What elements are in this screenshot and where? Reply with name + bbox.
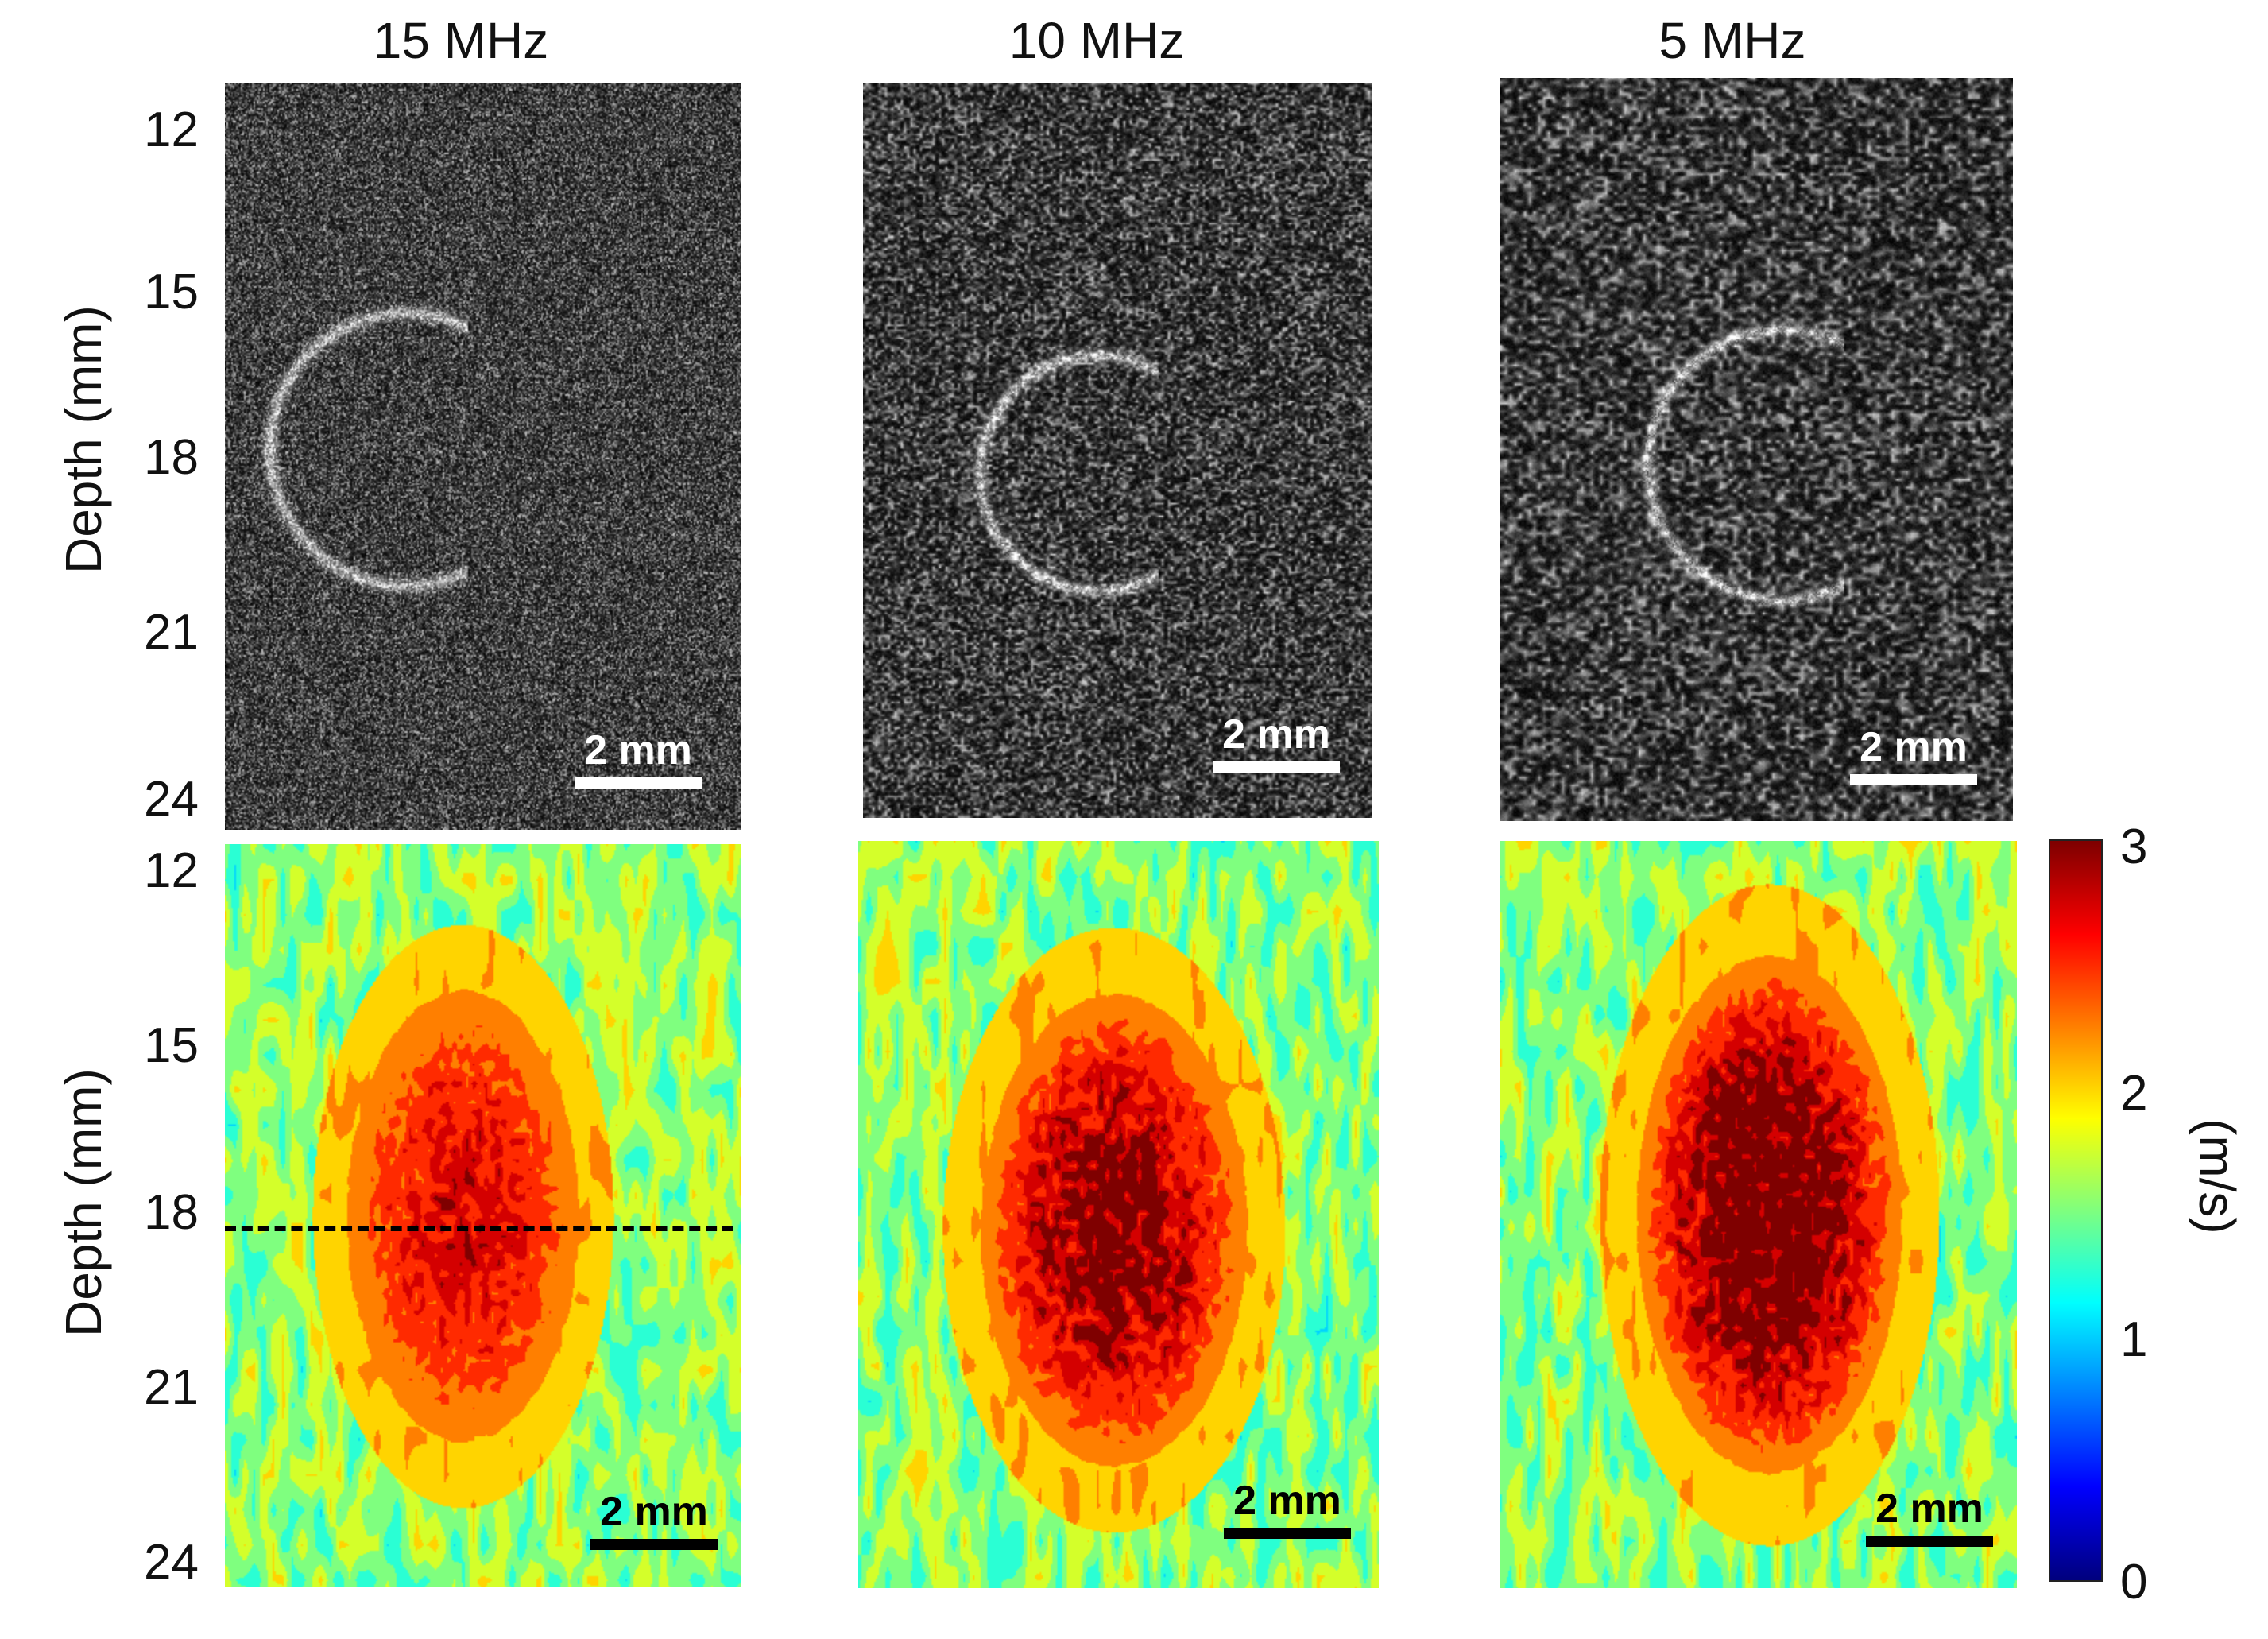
scale-bar-label: 2 mm [600, 1489, 708, 1535]
bmode-image-15mhz: 2 mm [225, 83, 741, 830]
scale-bar-line [590, 1539, 718, 1550]
column-title-10mhz: 10 MHz [1008, 12, 1185, 69]
bmode-canvas [1500, 78, 2013, 821]
scale-bar: 2 mm [1224, 1477, 1351, 1539]
y-tick: 24 [144, 772, 199, 827]
y-tick: 12 [144, 103, 199, 157]
scale-bar-label: 2 mm [584, 727, 692, 773]
speed-map-canvas [858, 841, 1379, 1588]
scale-bar-line [1213, 761, 1340, 773]
scale-bar: 2 mm [1850, 723, 1977, 785]
colorbar-tick: 3 [2120, 820, 2148, 874]
colorbar-tick: 0 [2120, 1555, 2148, 1610]
scale-bar-label: 2 mm [1875, 1486, 1984, 1532]
scale-bar-label: 2 mm [1860, 724, 1968, 770]
colorbar-unit-label: (m/s) [2189, 1118, 2246, 1234]
y-tick: 15 [144, 265, 199, 320]
y-tick: 24 [144, 1535, 199, 1590]
scale-bar-label: 2 mm [1222, 711, 1330, 758]
colorbar-tick: 2 [2120, 1066, 2148, 1121]
y-tick: 15 [144, 1018, 199, 1073]
y-tick: 12 [144, 843, 199, 898]
bmode-image-5mhz: 2 mm [1500, 78, 2013, 821]
scale-bar: 2 mm [590, 1488, 718, 1550]
dashed-profile-line [225, 1226, 733, 1231]
colorbar-gradient [2050, 841, 2101, 1580]
bmode-canvas [225, 83, 741, 830]
y-tick: 21 [144, 605, 199, 660]
y-axis-label-top: Depth (mm) [55, 305, 112, 574]
speed-map-canvas [225, 844, 741, 1587]
scale-bar-label: 2 mm [1233, 1478, 1341, 1524]
y-tick: 21 [144, 1360, 199, 1415]
bmode-image-10mhz: 2 mm [863, 83, 1372, 818]
scale-bar-line [1866, 1536, 1993, 1547]
speed-map-canvas [1500, 841, 2017, 1588]
column-title-15mhz: 15 MHz [373, 12, 549, 69]
colorbar-tick: 1 [2120, 1312, 2148, 1367]
y-axis-label-bottom: Depth (mm) [55, 1068, 112, 1337]
speed-map-15mhz: 2 mm [225, 844, 741, 1587]
bmode-canvas [863, 83, 1372, 818]
scale-bar-line [1850, 774, 1977, 785]
column-title-5mhz: 5 MHz [1658, 12, 1806, 69]
y-tick: 18 [144, 430, 199, 485]
scale-bar-line [575, 777, 702, 789]
speed-map-10mhz: 2 mm [858, 841, 1379, 1588]
scale-bar-line [1224, 1528, 1351, 1539]
speed-map-5mhz: 2 mm [1500, 841, 2017, 1588]
scale-bar: 2 mm [575, 727, 702, 789]
scale-bar: 2 mm [1866, 1485, 1993, 1547]
y-tick: 18 [144, 1185, 199, 1240]
colorbar [2049, 839, 2103, 1582]
scale-bar: 2 mm [1213, 711, 1340, 773]
